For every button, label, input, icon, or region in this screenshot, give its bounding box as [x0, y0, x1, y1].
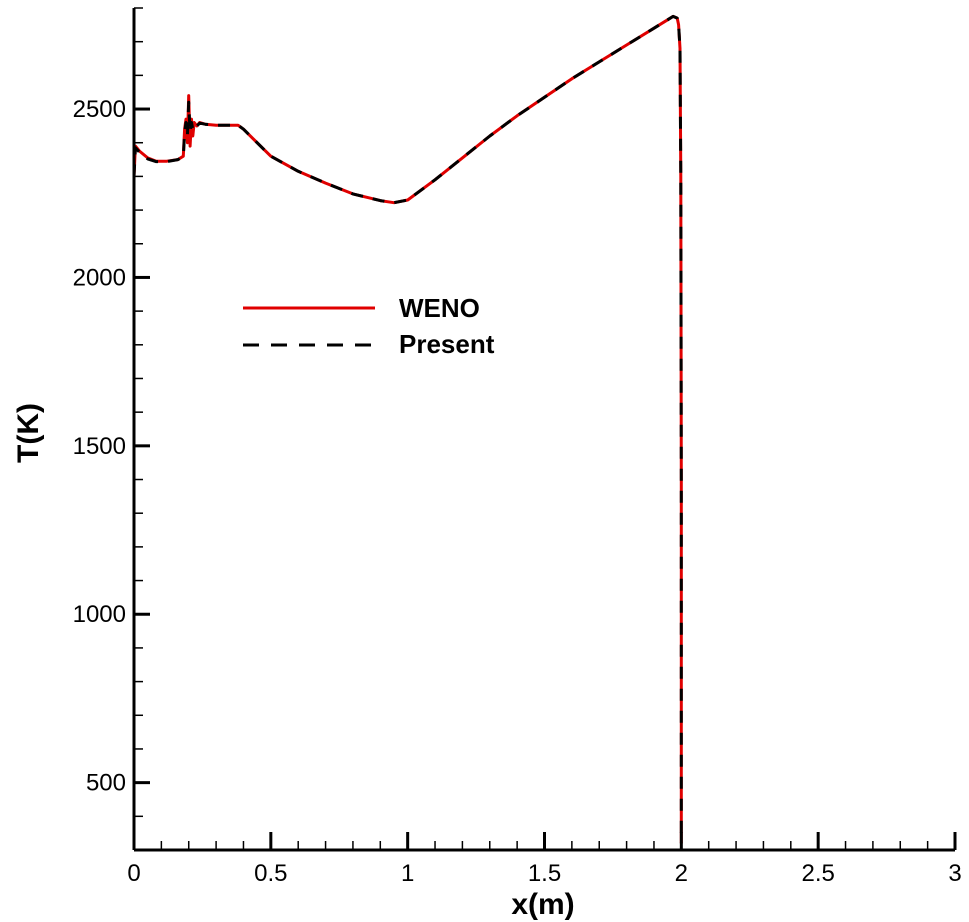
y-ticks: 500 1000 1500 2000 2500	[73, 7, 150, 851]
series-line-present	[132, 14, 683, 844]
y-tick-label: 2500	[73, 96, 126, 123]
x-ticks: 0 0.5 1 1.5 2 2.5 3	[127, 832, 962, 887]
series-line-weno	[132, 14, 683, 844]
x-tick-label: 3	[948, 860, 961, 887]
legend-label-present: Present	[399, 329, 495, 359]
x-tick-label: 1.5	[528, 860, 561, 887]
y-tick-label: 500	[86, 770, 126, 797]
y-tick-label: 1500	[73, 433, 126, 460]
y-axis-title: T(K)	[12, 403, 45, 463]
x-tick-label: 0.5	[254, 860, 287, 887]
legend-label-weno: WENO	[399, 293, 480, 323]
x-tick-label: 2	[675, 860, 688, 887]
y-tick-label: 2000	[73, 264, 126, 291]
plot-axes	[132, 8, 955, 852]
y-tick-label: 1000	[73, 601, 126, 628]
x-tick-label: 0	[127, 860, 140, 887]
data-curves	[132, 14, 683, 844]
x-tick-label: 1	[401, 860, 414, 887]
x-tick-label: 2.5	[801, 860, 834, 887]
legend: WENO Present	[243, 293, 495, 359]
x-axis-title: x(m)	[511, 888, 574, 921]
